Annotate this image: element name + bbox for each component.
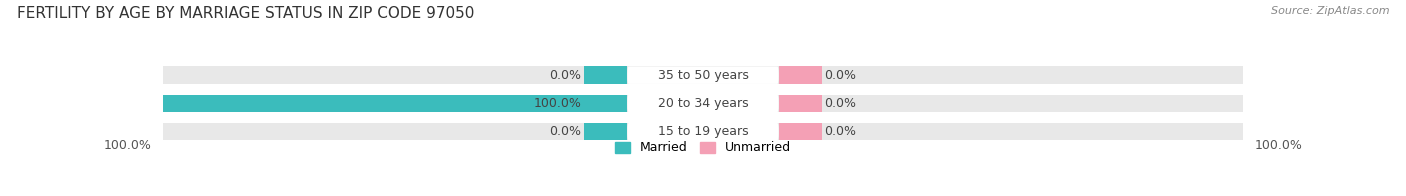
Text: 0.0%: 0.0% bbox=[824, 125, 856, 138]
Legend: Married, Unmarried: Married, Unmarried bbox=[614, 142, 792, 154]
Bar bbox=[779, 95, 821, 112]
Text: 0.0%: 0.0% bbox=[824, 97, 856, 110]
Text: Source: ZipAtlas.com: Source: ZipAtlas.com bbox=[1271, 6, 1389, 16]
Bar bbox=[779, 66, 821, 84]
Bar bbox=[163, 66, 1243, 84]
Text: 100.0%: 100.0% bbox=[534, 97, 582, 110]
FancyBboxPatch shape bbox=[627, 66, 779, 84]
FancyBboxPatch shape bbox=[627, 95, 779, 112]
Text: 0.0%: 0.0% bbox=[550, 125, 582, 138]
Text: 100.0%: 100.0% bbox=[1254, 139, 1302, 152]
Text: 100.0%: 100.0% bbox=[104, 139, 152, 152]
Bar bbox=[585, 123, 627, 141]
Bar bbox=[585, 95, 627, 112]
Text: 0.0%: 0.0% bbox=[550, 69, 582, 82]
Text: 35 to 50 years: 35 to 50 years bbox=[658, 69, 748, 82]
Bar bbox=[163, 95, 627, 112]
Bar bbox=[163, 123, 1243, 141]
Text: FERTILITY BY AGE BY MARRIAGE STATUS IN ZIP CODE 97050: FERTILITY BY AGE BY MARRIAGE STATUS IN Z… bbox=[17, 6, 474, 21]
Bar bbox=[779, 123, 821, 141]
FancyBboxPatch shape bbox=[627, 123, 779, 140]
Bar bbox=[163, 95, 1243, 112]
Text: 0.0%: 0.0% bbox=[824, 69, 856, 82]
Bar bbox=[585, 66, 627, 84]
Text: 15 to 19 years: 15 to 19 years bbox=[658, 125, 748, 138]
Text: 20 to 34 years: 20 to 34 years bbox=[658, 97, 748, 110]
